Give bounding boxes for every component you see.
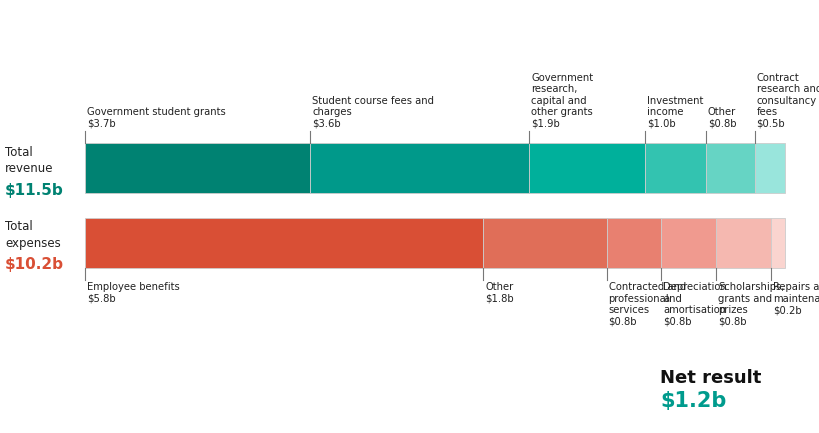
Bar [482, 218, 606, 268]
Bar [661, 218, 716, 268]
Bar [529, 143, 645, 193]
Text: Investment
income
$1.0b: Investment income $1.0b [646, 96, 703, 129]
Text: Government
research,
capital and
other grants
$1.9b: Government research, capital and other g… [531, 73, 593, 129]
Bar [85, 218, 482, 268]
Bar [705, 143, 753, 193]
Text: Repairs and
maintenance
$0.2b: Repairs and maintenance $0.2b [772, 282, 819, 315]
Text: Contract
research and
consultancy
fees
$0.5b: Contract research and consultancy fees $… [756, 73, 819, 129]
Text: Other
$0.8b: Other $0.8b [707, 107, 735, 129]
Bar [753, 143, 784, 193]
Bar [606, 218, 661, 268]
Text: Depreciation
and
amortisation
$0.8b: Depreciation and amortisation $0.8b [663, 282, 726, 327]
Text: Employee benefits
$5.8b: Employee benefits $5.8b [87, 282, 179, 304]
Text: Net result: Net result [659, 369, 761, 387]
Bar [310, 143, 529, 193]
Text: Total
revenue: Total revenue [5, 145, 53, 174]
Text: Total
expenses: Total expenses [5, 220, 61, 249]
Bar [85, 143, 310, 193]
Text: Contracted and
professional
services
$0.8b: Contracted and professional services $0.… [608, 282, 685, 327]
Text: Other
$1.8b: Other $1.8b [485, 282, 513, 304]
Bar [771, 218, 784, 268]
Text: $11.5b: $11.5b [5, 182, 64, 197]
Text: $1.2b: $1.2b [659, 391, 726, 411]
Text: Government student grants
$3.7b: Government student grants $3.7b [87, 107, 225, 129]
Text: $10.2b: $10.2b [5, 258, 64, 272]
Bar [716, 218, 771, 268]
Bar [645, 143, 705, 193]
Text: Scholarships,
grants and
prizes
$0.8b: Scholarships, grants and prizes $0.8b [717, 282, 784, 327]
Text: Student course fees and
charges
$3.6b: Student course fees and charges $3.6b [312, 96, 434, 129]
